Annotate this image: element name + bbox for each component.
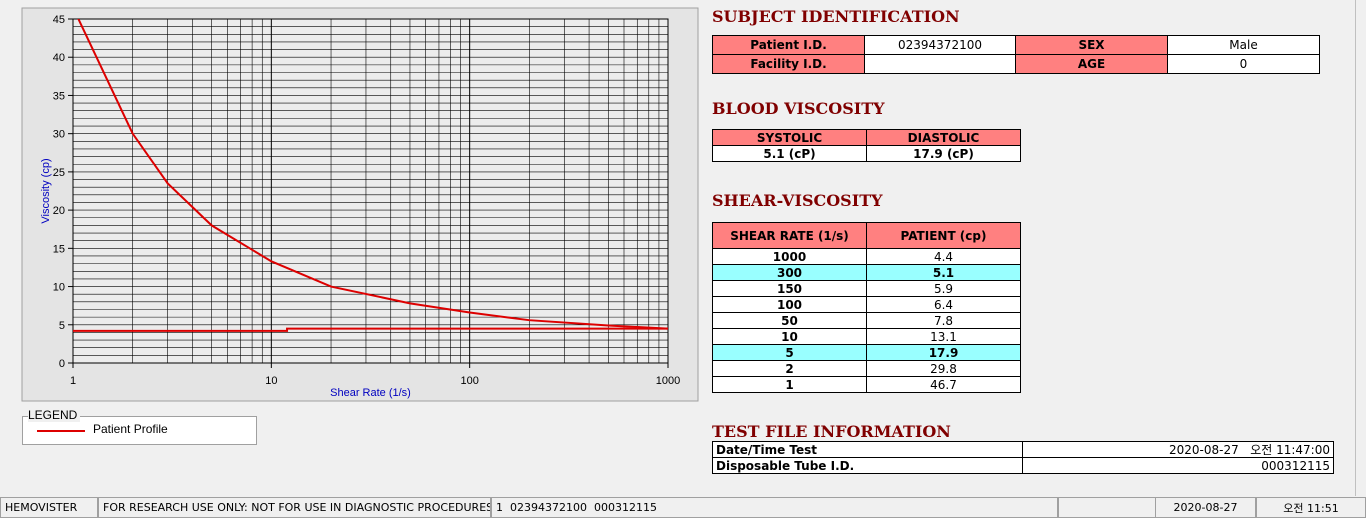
y-tick-label: 25 — [53, 167, 65, 179]
y-tick-label: 30 — [53, 129, 65, 141]
section-title: TEST FILE INFORMATION — [712, 422, 951, 441]
plot-area — [72, 18, 669, 364]
table-cell: 10 — [712, 328, 867, 345]
table-header: PATIENT (cp) — [866, 222, 1021, 249]
field-value: Male — [1167, 35, 1320, 55]
table-cell: 7.8 — [866, 312, 1021, 329]
section-title: SUBJECT IDENTIFICATION — [712, 7, 960, 26]
line — [73, 327, 668, 332]
table-header: SHEAR RATE (1/s) — [712, 222, 867, 249]
legend-title: LEGEND — [28, 408, 80, 422]
status-cell: 1 02394372100 000312115 — [491, 497, 1058, 518]
table-cell: 17.9 — [866, 344, 1021, 361]
table-header: DIASTOLIC — [866, 129, 1021, 146]
legend-label: Patient Profile — [93, 422, 168, 436]
y-tick-label: 45 — [53, 14, 65, 26]
series — [77, 19, 668, 330]
status-cell: 2020-08-27 — [1155, 497, 1256, 518]
table-cell: 2 — [712, 360, 867, 377]
table-cell: 13.1 — [866, 328, 1021, 345]
table-cell: 150 — [712, 280, 867, 297]
series — [73, 327, 668, 332]
field-value — [864, 54, 1016, 74]
table-header: SYSTOLIC — [712, 129, 867, 146]
scrollbar — [1355, 0, 1366, 496]
table-cell: 50 — [712, 312, 867, 329]
section-title: SHEAR-VISCOSITY — [712, 191, 883, 210]
x-tick-label: 100 — [460, 375, 478, 387]
table-cell: 5.9 — [866, 280, 1021, 297]
x-tick-label: 10 — [265, 375, 277, 387]
table-cell: 1000 — [712, 248, 867, 265]
chart: 0 5 10 15 20 25 30 35 40 45 1 10 100 1000 Shear Rate (… — [21, 7, 699, 402]
y-tick-label: 10 — [53, 282, 65, 294]
table-cell: 17.9 (cP) — [866, 145, 1021, 162]
field-label: Facility I.D. — [712, 54, 865, 74]
table-cell: 300 — [712, 264, 867, 281]
legend-swatch — [37, 430, 85, 432]
table-cell: Disposable Tube I.D. — [712, 457, 1023, 474]
table-cell: 4.4 — [866, 248, 1021, 265]
table-cell: 5 — [712, 344, 867, 361]
field-value: 02394372100 — [864, 35, 1016, 55]
y-tick-label: 20 — [53, 205, 65, 217]
y-tick-label: 0 — [59, 358, 65, 370]
table-cell: 100 — [712, 296, 867, 313]
table-cell: 000312115 — [1022, 457, 1334, 474]
table-cell: 5.1 — [866, 264, 1021, 281]
table-cell: 46.7 — [866, 376, 1021, 393]
table-cell: 6.4 — [866, 296, 1021, 313]
table-cell: Date/Time Test — [712, 441, 1023, 458]
section-title: BLOOD VISCOSITY — [712, 99, 885, 118]
x-tick-label: 1000 — [656, 375, 680, 387]
y-tick-label: 15 — [53, 243, 65, 255]
field-label: Patient I.D. — [712, 35, 865, 55]
table-cell: 5.1 (cP) — [712, 145, 867, 162]
line — [77, 19, 668, 330]
field-label: SEX — [1015, 35, 1168, 55]
y-axis-label: Viscosity (cp) — [40, 158, 52, 223]
x-axis-label: Shear Rate (1/s) — [330, 387, 411, 399]
status-cell — [1058, 497, 1156, 518]
y-tick-label: 5 — [59, 320, 65, 332]
table-cell: 1 — [712, 376, 867, 393]
y-tick-label: 35 — [53, 90, 65, 102]
y-tick-label: 40 — [53, 52, 65, 64]
status-cell: FOR RESEARCH USE ONLY: NOT FOR USE IN DI… — [98, 497, 491, 518]
table-cell: 2020-08-27 오전 11:47:00 — [1022, 441, 1334, 458]
field-label: AGE — [1015, 54, 1168, 74]
status-cell: 오전 11:51 — [1256, 497, 1366, 518]
x-tick-label: 1 — [70, 375, 76, 387]
status-cell: HEMOVISTER — [0, 497, 98, 518]
table-cell: 29.8 — [866, 360, 1021, 377]
field-value: 0 — [1167, 54, 1320, 74]
